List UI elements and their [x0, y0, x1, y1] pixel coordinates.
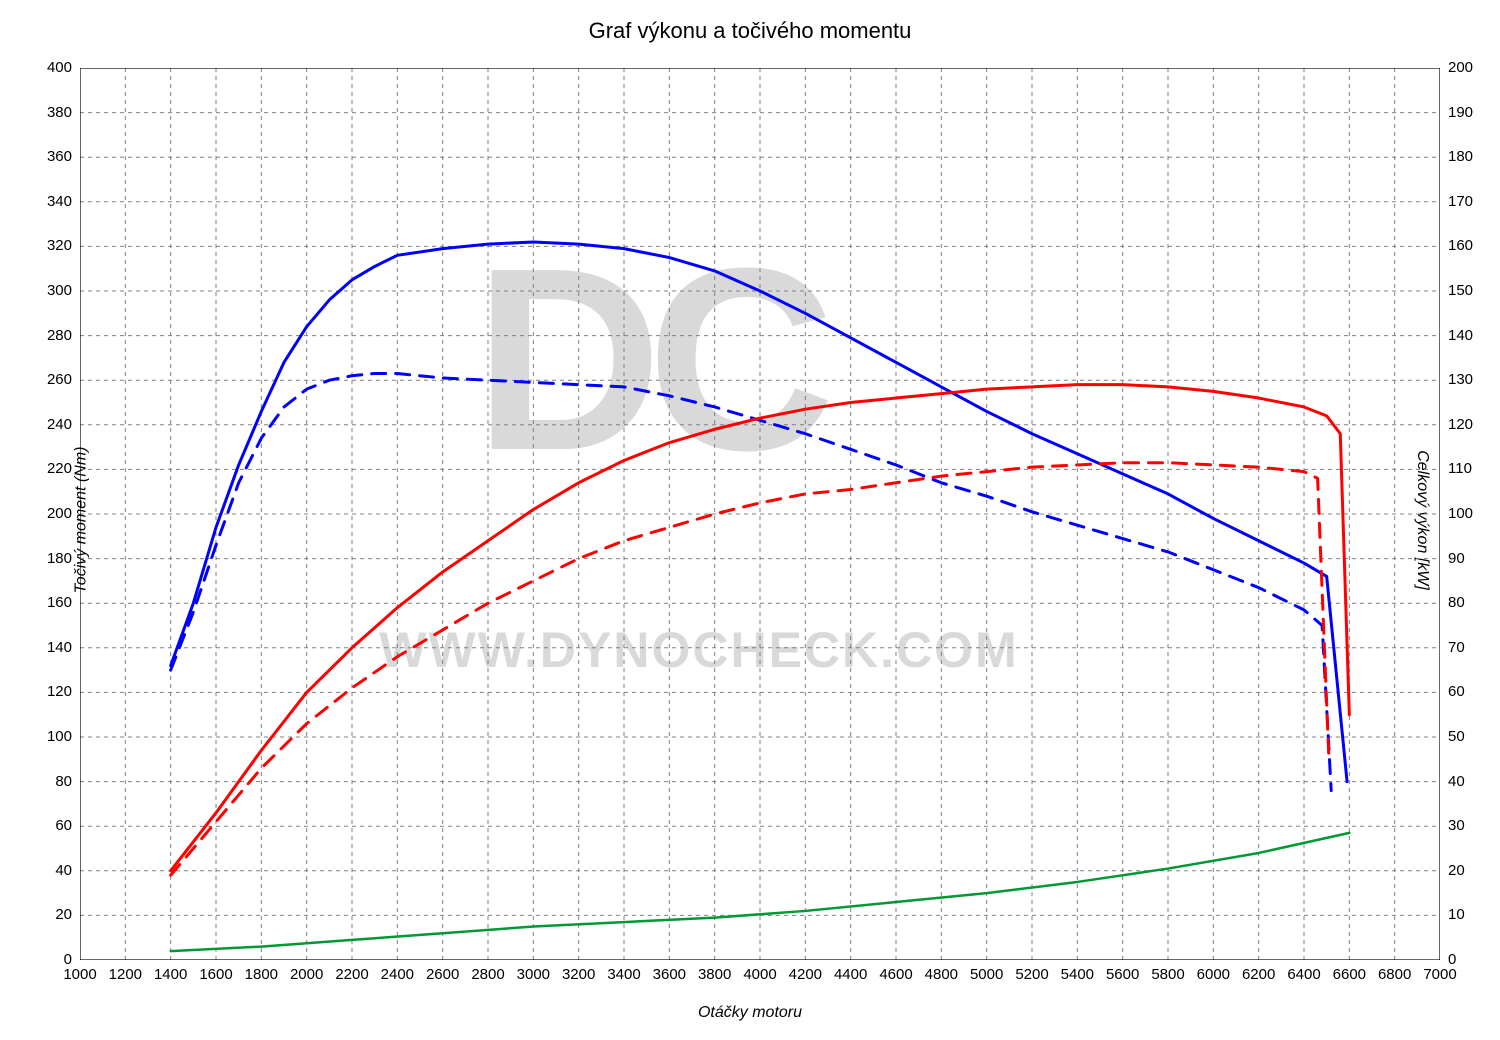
axis-tick: 4000 — [743, 966, 776, 983]
axis-tick: 6800 — [1378, 966, 1411, 983]
plot-area: DC WWW.DYNOCHECK.COM — [80, 68, 1440, 960]
axis-tick: 320 — [47, 237, 72, 254]
axis-tick: 2800 — [471, 966, 504, 983]
axis-tick: 40 — [1448, 773, 1465, 790]
axis-tick: 200 — [1448, 59, 1473, 76]
axis-tick: 220 — [47, 460, 72, 477]
axis-tick: 150 — [1448, 282, 1473, 299]
axis-tick: 360 — [47, 148, 72, 165]
axis-tick: 120 — [47, 683, 72, 700]
x-axis-label: Otáčky motoru — [0, 1004, 1500, 1022]
axis-tick: 300 — [47, 282, 72, 299]
axis-tick: 5800 — [1151, 966, 1184, 983]
axis-tick: 4800 — [925, 966, 958, 983]
axis-tick: 180 — [47, 550, 72, 567]
axis-tick: 170 — [1448, 193, 1473, 210]
axis-tick: 200 — [47, 505, 72, 522]
axis-tick: 180 — [1448, 148, 1473, 165]
axis-tick: 40 — [55, 862, 72, 879]
axis-tick: 190 — [1448, 104, 1473, 121]
chart-container: Graf výkonu a točivého momentu Točivý mo… — [0, 0, 1500, 1040]
axis-tick: 80 — [55, 773, 72, 790]
axis-tick: 3600 — [653, 966, 686, 983]
axis-tick: 2200 — [335, 966, 368, 983]
axis-tick: 400 — [47, 59, 72, 76]
axis-tick: 160 — [47, 594, 72, 611]
axis-tick: 90 — [1448, 550, 1465, 567]
axis-tick: 1200 — [109, 966, 142, 983]
axis-tick: 0 — [1448, 951, 1456, 968]
axis-tick: 30 — [1448, 817, 1465, 834]
axis-tick: 60 — [55, 817, 72, 834]
axis-tick: 20 — [1448, 862, 1465, 879]
axis-tick: 3800 — [698, 966, 731, 983]
axis-tick: 0 — [64, 951, 72, 968]
axis-tick: 110 — [1448, 460, 1472, 477]
axis-tick: 4600 — [879, 966, 912, 983]
chart-svg — [80, 68, 1440, 960]
axis-tick: 120 — [1448, 416, 1473, 433]
axis-tick: 3200 — [562, 966, 595, 983]
axis-tick: 5200 — [1015, 966, 1048, 983]
axis-tick: 3400 — [607, 966, 640, 983]
axis-tick: 160 — [1448, 237, 1473, 254]
axis-tick: 3000 — [517, 966, 550, 983]
axis-tick: 1800 — [245, 966, 278, 983]
axis-tick: 6000 — [1197, 966, 1230, 983]
axis-tick: 6200 — [1242, 966, 1275, 983]
axis-tick: 50 — [1448, 728, 1465, 745]
axis-tick: 280 — [47, 327, 72, 344]
axis-tick: 5600 — [1106, 966, 1139, 983]
axis-tick: 2000 — [290, 966, 323, 983]
axis-tick: 100 — [47, 728, 72, 745]
axis-tick: 140 — [47, 639, 72, 656]
axis-tick: 2400 — [381, 966, 414, 983]
axis-tick: 100 — [1448, 505, 1473, 522]
axis-tick: 260 — [47, 371, 72, 388]
axis-tick: 5400 — [1061, 966, 1094, 983]
axis-tick: 20 — [55, 906, 72, 923]
axis-tick: 70 — [1448, 639, 1465, 656]
chart-title: Graf výkonu a točivého momentu — [0, 18, 1500, 44]
axis-tick: 1400 — [154, 966, 187, 983]
axis-tick: 5000 — [970, 966, 1003, 983]
axis-tick: 340 — [47, 193, 72, 210]
axis-tick: 60 — [1448, 683, 1465, 700]
axis-tick: 6600 — [1333, 966, 1366, 983]
axis-tick: 1600 — [199, 966, 232, 983]
axis-tick: 80 — [1448, 594, 1465, 611]
axis-tick: 1000 — [63, 966, 96, 983]
axis-tick: 130 — [1448, 371, 1473, 388]
axis-tick: 240 — [47, 416, 72, 433]
axis-tick: 7000 — [1423, 966, 1456, 983]
axis-tick: 4400 — [834, 966, 867, 983]
axis-tick: 2600 — [426, 966, 459, 983]
axis-tick: 10 — [1448, 906, 1465, 923]
axis-tick: 6400 — [1287, 966, 1320, 983]
axis-tick: 140 — [1448, 327, 1473, 344]
axis-tick: 380 — [47, 104, 72, 121]
axis-tick: 4200 — [789, 966, 822, 983]
